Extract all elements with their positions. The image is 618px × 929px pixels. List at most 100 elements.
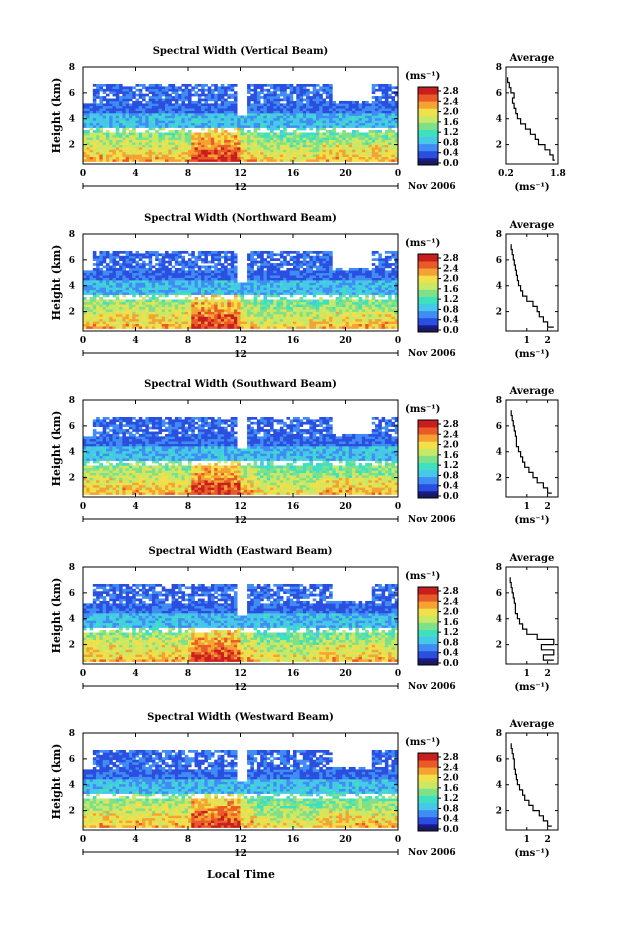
heatmap-cell (138, 122, 143, 126)
heatmap-cell (191, 304, 195, 308)
heatmap-cell (115, 314, 120, 317)
heatmap-cell (260, 284, 264, 288)
heatmap-cell (217, 282, 222, 286)
heatmap-cell (125, 86, 130, 90)
heatmap-cell (155, 309, 159, 312)
heatmap-cell (296, 156, 300, 160)
heatmap-cell (312, 270, 317, 274)
heatmap-cell (371, 100, 376, 104)
heatmap-cell (233, 326, 238, 329)
heatmap-cell (96, 294, 100, 298)
heatmap-cell (230, 86, 235, 90)
heatmap-cell (302, 255, 307, 259)
heatmap-cell (345, 110, 350, 114)
heatmap-cell (210, 154, 215, 158)
heatmap-cell (201, 321, 205, 325)
heatmap-cell (250, 122, 254, 126)
heatmap-cell (286, 277, 291, 281)
heatmap-cell (260, 272, 264, 276)
heatmap-cell (109, 287, 113, 291)
heatmap-cell (178, 88, 182, 92)
heatmap-cell (151, 265, 156, 269)
heatmap-cell (237, 306, 241, 310)
heatmap-cell (279, 144, 284, 148)
heatmap-cell (92, 147, 97, 150)
heatmap-cell (184, 311, 189, 315)
heatmap-cell (299, 272, 304, 276)
heatmap-cell (240, 122, 245, 126)
heatmap-cell (270, 253, 274, 257)
heatmap-cell (174, 130, 179, 133)
heatmap-cell (325, 86, 330, 90)
heatmap-cell (355, 100, 359, 104)
heatmap-cell (194, 272, 199, 276)
heatmap-cell (174, 323, 179, 327)
heatmap-cell (309, 98, 313, 102)
heatmap-cell (227, 255, 231, 259)
heatmap-cell (132, 280, 136, 283)
heatmap-cell (319, 277, 323, 281)
heatmap-cell (388, 115, 392, 119)
heatmap-cell (312, 316, 317, 320)
heatmap-cell (227, 299, 231, 303)
heatmap-cell (128, 86, 133, 90)
heatmap-cell (122, 127, 126, 131)
heatmap-cell (194, 159, 199, 162)
heatmap-cell (151, 134, 156, 138)
heatmap-cell (279, 154, 284, 158)
heatmap-cell (296, 117, 300, 121)
heatmap-cell (388, 96, 392, 99)
heatmap-cell (312, 93, 317, 97)
heatmap-cell (329, 113, 333, 116)
heatmap-cell (138, 117, 143, 121)
heatmap-cell (283, 98, 287, 102)
heatmap-cell (191, 321, 195, 325)
heatmap-cell (125, 270, 130, 274)
heatmap-cell (201, 139, 205, 143)
heatmap-cell (352, 149, 356, 153)
heatmap-cell (352, 117, 356, 121)
heatmap-cell (125, 88, 130, 92)
heatmap-cell (375, 120, 379, 124)
heatmap-cell (233, 144, 238, 148)
heatmap-cell (384, 130, 389, 133)
heatmap-cell (214, 151, 218, 155)
heatmap-cell (155, 139, 159, 143)
heatmap-cell (319, 149, 323, 153)
heatmap-cell (138, 120, 143, 124)
x-tick-label: 0 (395, 169, 401, 179)
heatmap-cell (92, 321, 97, 325)
heatmap-cell (296, 277, 300, 281)
heatmap-cell (247, 120, 251, 124)
heatmap-cell (135, 321, 140, 325)
heatmap-cell (306, 282, 310, 286)
heatmap-cell (188, 309, 192, 312)
heatmap-cell (220, 113, 225, 116)
heatmap-cell (286, 110, 291, 114)
heatmap-cell (184, 154, 189, 158)
heatmap-cell (325, 258, 330, 261)
heatmap-cell (132, 265, 136, 269)
heatmap-cell (302, 93, 307, 97)
heatmap-cell (296, 267, 300, 271)
heatmap-cell (151, 108, 156, 111)
heatmap-cell (204, 314, 208, 317)
heatmap-cell (132, 108, 136, 111)
heatmap-cell (306, 318, 310, 322)
heatmap-cell (184, 301, 189, 305)
heatmap-cell (315, 144, 320, 148)
heatmap-cell (335, 311, 340, 315)
heatmap-cell (253, 144, 258, 148)
heatmap-cell (378, 108, 382, 111)
heatmap-cell (273, 93, 277, 97)
heatmap-cell (283, 130, 287, 133)
heatmap-cell (306, 267, 310, 271)
heatmap-cell (220, 108, 225, 111)
heatmap-cell (279, 304, 284, 308)
heatmap-cell (375, 110, 379, 114)
heatmap-cell (365, 154, 369, 158)
heatmap-cell (188, 83, 192, 87)
heatmap-cell (145, 280, 149, 283)
heatmap-cell (178, 260, 182, 264)
heatmap-cell (240, 134, 245, 138)
